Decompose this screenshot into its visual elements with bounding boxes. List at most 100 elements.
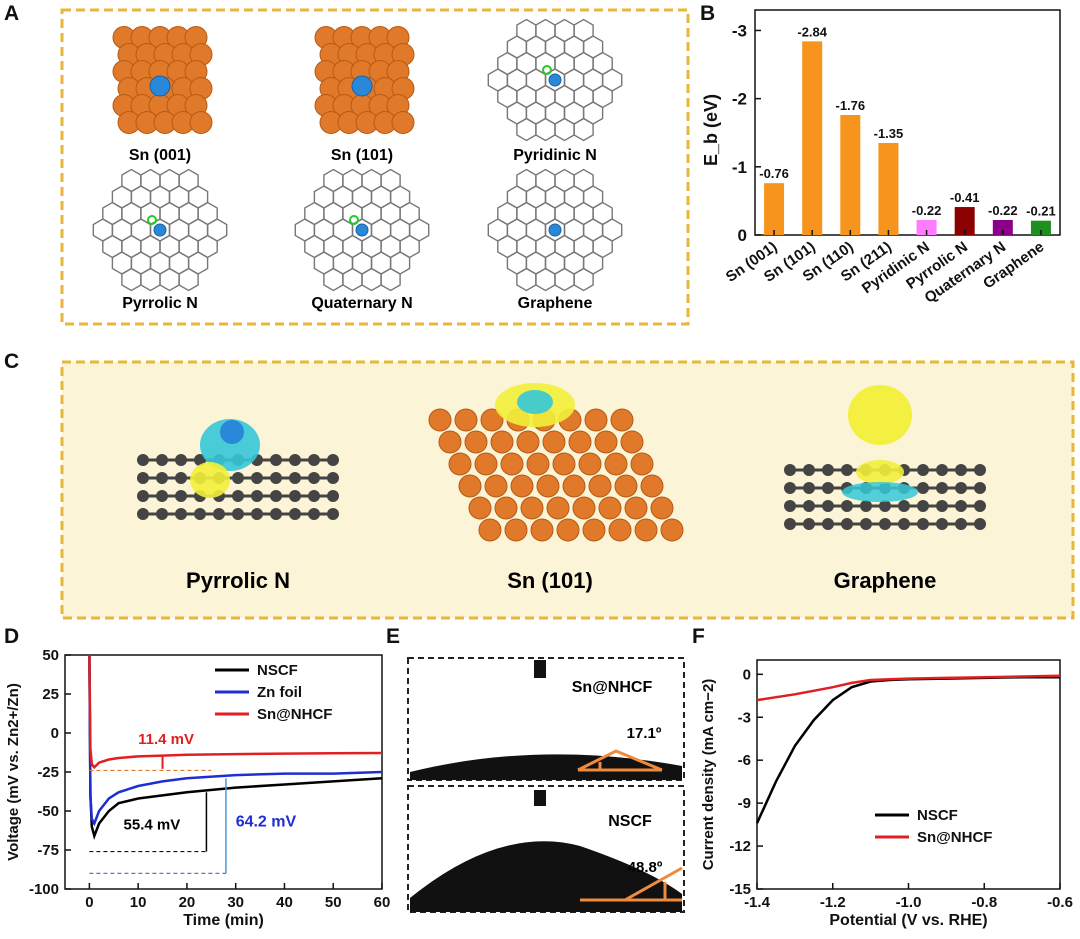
x-axis-label: Time (min): [183, 912, 264, 929]
tin-atom: [464, 430, 488, 454]
carbon-atom: [270, 490, 282, 502]
carbon-atom: [917, 500, 929, 512]
bar-value-label: -0.21: [1026, 204, 1056, 219]
tin-atom: [500, 452, 524, 476]
y-tick-label: -3: [738, 709, 751, 726]
nitrogen-atom: [542, 65, 552, 75]
carbon-atom: [137, 454, 149, 466]
panel-label-f: F: [692, 625, 705, 648]
y-tick-label: -6: [738, 752, 751, 769]
angle-label-bottom: 48.8º: [628, 859, 663, 876]
tin-atom: [624, 496, 648, 520]
carbon-ring: [121, 267, 142, 292]
panel-label-c: C: [4, 350, 20, 373]
y-tick-label: 50: [42, 647, 59, 664]
x-tick-label: 20: [179, 894, 196, 911]
carbon-atom: [784, 518, 796, 530]
carbon-atom: [784, 500, 796, 512]
bar-value-label: -0.76: [759, 166, 789, 181]
carbon-ring: [573, 267, 594, 292]
carbon-ring: [535, 267, 556, 292]
bar: [878, 142, 899, 235]
carbon-atom: [917, 518, 929, 530]
carbon-atom: [955, 500, 967, 512]
tin-atom: [578, 452, 602, 476]
tin-atom: [438, 430, 462, 454]
carbon-atom: [803, 518, 815, 530]
tin-atom: [530, 518, 554, 542]
angle-marker-top: [577, 749, 663, 772]
bar-value-label: -2.84: [797, 24, 827, 39]
adsorbed-atom: [548, 73, 562, 87]
tin-atom: [640, 474, 664, 498]
carbon-atom: [156, 454, 168, 466]
carbon-atom: [156, 472, 168, 484]
carbon-ring: [140, 267, 161, 292]
y-tick-label: -25: [37, 764, 59, 781]
carbon-atom: [270, 508, 282, 520]
bar: [802, 41, 823, 236]
carbon-atom: [175, 472, 187, 484]
tin-atom: [568, 430, 592, 454]
carbon-atom: [175, 454, 187, 466]
caption-quaternary: Quaternary N: [311, 295, 412, 312]
y-tick-label: -12: [729, 838, 751, 855]
tin-atom: [478, 518, 502, 542]
x-tick-label: 40: [276, 894, 293, 911]
tin-atom: [604, 452, 628, 476]
y-tick-label: -2: [732, 90, 747, 109]
panel-a-structures: Sn (001) Sn (101) Pyridinic N Pyrrolic N…: [60, 8, 690, 326]
annotation-label: 11.4 mV: [138, 731, 194, 748]
carbon-atom: [194, 454, 206, 466]
nitrogen-atom: [349, 215, 359, 225]
annotation-label: 55.4 mV: [124, 817, 181, 834]
carbon-ring: [342, 267, 363, 292]
carbon-ring: [380, 267, 401, 292]
legend-label: NSCF: [257, 662, 298, 679]
carbon-atom: [251, 472, 263, 484]
carbon-atom: [270, 472, 282, 484]
x-tick-label: -0.8: [971, 894, 997, 911]
caption-pyridinic: Pyridinic N: [513, 147, 597, 164]
carbon-atom: [898, 500, 910, 512]
carbon-atom: [232, 490, 244, 502]
tin-atom: [572, 496, 596, 520]
carbon-atom: [803, 482, 815, 494]
carbon-atom: [917, 464, 929, 476]
tin-atom: [546, 496, 570, 520]
carbon-atom: [841, 500, 853, 512]
carbon-atom: [936, 482, 948, 494]
carbon-atom: [327, 508, 339, 520]
cyan-isosurface: [517, 390, 553, 414]
tin-atom: [610, 408, 634, 432]
panel-d-chart: 0 10 20 30 40 50 60 -100 -75 -50 -25 0 25 50 Time (min…: [5, 647, 390, 929]
bar: [764, 183, 785, 235]
bar: [840, 115, 861, 235]
legend-label: Zn foil: [257, 684, 302, 701]
caption-sn001: Sn (001): [129, 147, 191, 164]
panel-label-d: D: [4, 625, 20, 648]
carbon-atom: [327, 490, 339, 502]
x-tick-label: -1.0: [896, 894, 922, 911]
legend-label: Sn@NHCF: [257, 706, 332, 723]
tin-atom: [490, 430, 514, 454]
series-line-sn-nhcf: [88, 654, 383, 770]
carbon-atom: [308, 454, 320, 466]
carbon-ring: [361, 267, 382, 292]
tin-atom: [588, 474, 612, 498]
series-line-zn-foil: [88, 654, 383, 827]
panel-label-b: B: [700, 2, 716, 25]
legend-label: NSCF: [917, 807, 958, 824]
y-tick-label: -3: [732, 21, 747, 40]
carbon-atom: [327, 472, 339, 484]
tin-atom: [552, 452, 576, 476]
carbon-ring: [159, 267, 180, 292]
caption-c-graphene: Graphene: [834, 568, 937, 593]
tin-atom: [608, 518, 632, 542]
carbon-atom: [822, 482, 834, 494]
series-line-sn-nhcf: [756, 674, 1061, 702]
carbon-atom: [327, 454, 339, 466]
carbon-atom: [308, 490, 320, 502]
